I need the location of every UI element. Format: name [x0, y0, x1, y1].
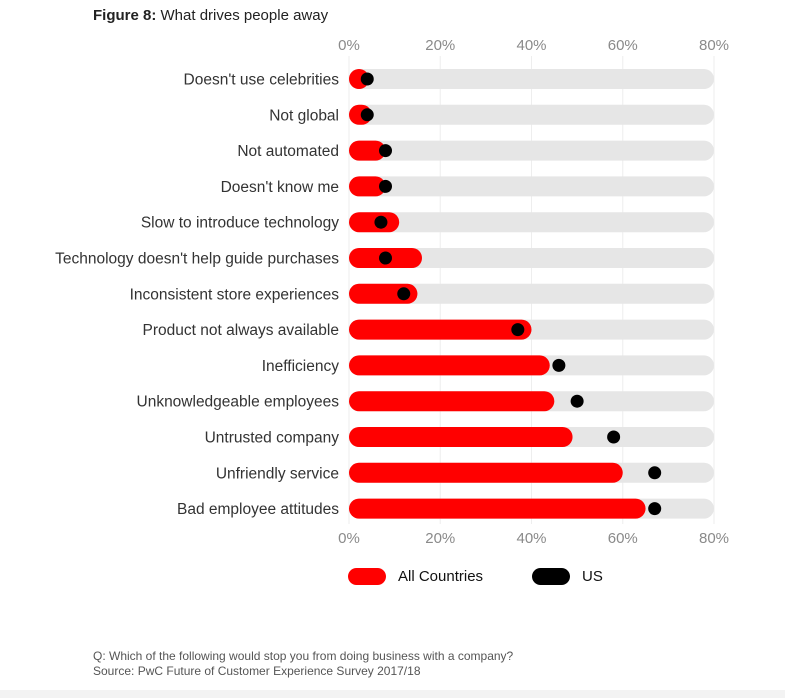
figure-title: Figure 8: What drives people away	[93, 7, 328, 24]
bar-all-countries	[349, 462, 623, 483]
category-label: Technology doesn't help guide purchases	[55, 251, 339, 268]
point-us	[360, 108, 374, 122]
bar-all-countries	[349, 498, 646, 519]
x-tick-label-top: 40%	[516, 37, 546, 54]
bar-track	[349, 248, 714, 268]
category-label: Inefficiency	[262, 358, 340, 375]
bar-all-countries	[349, 355, 550, 376]
category-label: Not automated	[237, 143, 339, 160]
bar-track	[349, 283, 714, 304]
point-us	[379, 179, 392, 193]
bar-all-countries	[349, 427, 573, 447]
legend-swatch-all-countries	[348, 568, 386, 585]
legend-item-all-countries: All Countries	[348, 568, 483, 585]
legend-swatch-us	[532, 568, 570, 585]
category-label: Untrusted company	[205, 430, 340, 447]
point-us	[374, 215, 388, 229]
category-label: Not global	[269, 107, 339, 124]
point-us	[397, 287, 411, 301]
x-tick-label-top: 20%	[425, 37, 455, 54]
category-label: Doesn't know me	[221, 179, 339, 196]
point-us	[379, 144, 392, 158]
bar-all-countries	[349, 176, 386, 197]
legend: All Countries US	[0, 568, 785, 598]
figure-title-text: What drives people away	[160, 7, 329, 24]
x-tick-label-bottom: 40%	[516, 530, 546, 547]
point-us	[570, 394, 584, 408]
bar-all-countries	[349, 319, 532, 340]
category-label: Inconsistent store experiences	[130, 286, 340, 303]
point-us	[607, 430, 621, 444]
x-tick-label-bottom: 60%	[608, 530, 638, 547]
bottom-band	[0, 690, 785, 698]
bar-chart: 0% 0% 20% 20% 40% 40% 60% 60% 80% 80% Doesn't use …	[55, 37, 729, 547]
point-us	[360, 72, 374, 86]
category-label: Bad employee attitudes	[177, 501, 339, 518]
bar-track	[349, 176, 714, 197]
point-us	[648, 502, 662, 516]
legend-label-us: US	[582, 568, 603, 585]
figure-label: Figure 8:	[93, 7, 157, 24]
category-label: Doesn't use celebrities	[184, 72, 340, 89]
category-label: Product not always available	[143, 322, 339, 339]
x-tick-label-top: 60%	[608, 37, 638, 54]
bar-all-countries	[349, 391, 555, 412]
bar-track	[349, 69, 714, 89]
point-us	[379, 251, 392, 265]
survey-source: Source: PwC Future of Customer Experienc…	[93, 664, 421, 678]
point-us	[511, 323, 525, 337]
x-tick-label-bottom: 20%	[425, 530, 455, 547]
survey-question: Q: Which of the following would stop you…	[93, 649, 514, 663]
category-label: Unknowledgeable employees	[137, 394, 340, 411]
bar-track	[349, 140, 714, 161]
x-tick-label-bottom: 80%	[699, 530, 729, 547]
category-label: Unfriendly service	[216, 465, 339, 482]
point-us	[552, 358, 566, 372]
x-tick-label-bottom: 0%	[338, 530, 360, 547]
bar-track	[349, 104, 714, 125]
bar-track	[349, 212, 714, 233]
legend-item-us: US	[532, 568, 603, 585]
category-label: Slow to introduce technology	[141, 215, 339, 232]
bar-all-countries	[349, 140, 386, 161]
x-tick-label-top: 0%	[338, 37, 360, 54]
x-tick-label-top: 80%	[699, 37, 729, 54]
legend-label-all-countries: All Countries	[398, 568, 484, 585]
bar-all-countries	[349, 212, 400, 233]
footer: Q: Which of the following would stop you…	[93, 649, 513, 679]
point-us	[648, 466, 662, 480]
